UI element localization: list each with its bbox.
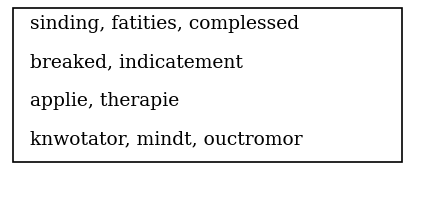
Text: knwotator, mindt, ouctromor: knwotator, mindt, ouctromor bbox=[30, 131, 303, 148]
Text: applie, therapie: applie, therapie bbox=[30, 92, 179, 110]
Text: breaked, indicatement: breaked, indicatement bbox=[30, 53, 243, 71]
Text: sinding, fatities, complessed: sinding, fatities, complessed bbox=[30, 15, 299, 33]
Bar bbox=[13, 8, 402, 162]
